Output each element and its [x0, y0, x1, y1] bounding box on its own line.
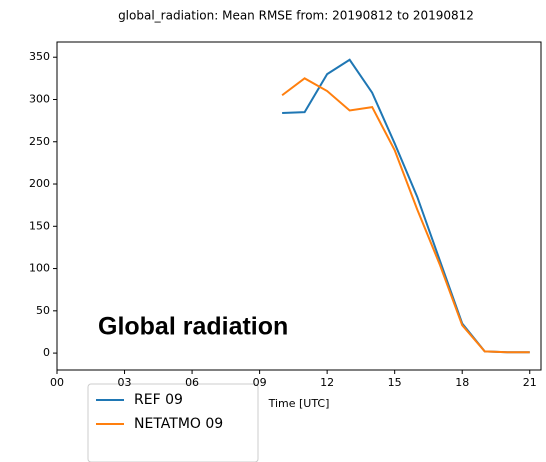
- y-tick-label: 150: [29, 219, 50, 232]
- y-tick-label: 300: [29, 92, 50, 105]
- legend-box: [87, 383, 259, 462]
- x-tick-label: 00: [50, 376, 64, 389]
- y-tick-label: 250: [29, 135, 50, 148]
- series-line: [282, 58, 530, 354]
- y-tick-label: 0: [43, 346, 50, 359]
- legend-label: REF 09: [134, 392, 183, 408]
- x-tick-label: 06: [185, 376, 199, 389]
- x-tick-label: 09: [253, 376, 267, 389]
- x-axis-label: Time [UTC]: [268, 397, 330, 410]
- x-tick-label: 12: [320, 376, 334, 389]
- x-tick-label: 15: [388, 376, 402, 389]
- y-tick-label: 350: [29, 50, 50, 63]
- y-tick-label: 200: [29, 177, 50, 190]
- chart-title: global_radiation: Mean RMSE from: 201908…: [118, 9, 474, 23]
- y-tick-label: 100: [29, 262, 50, 275]
- plot-frame: [56, 41, 542, 371]
- series-line: [281, 77, 530, 354]
- legend-label: NETATMO 09: [134, 416, 223, 432]
- annotation: Global radiation: [98, 313, 288, 341]
- x-tick-label: 18: [455, 376, 469, 389]
- x-tick-label: 21: [523, 376, 537, 389]
- x-tick-label: 03: [118, 376, 132, 389]
- y-tick-label: 50: [36, 304, 50, 317]
